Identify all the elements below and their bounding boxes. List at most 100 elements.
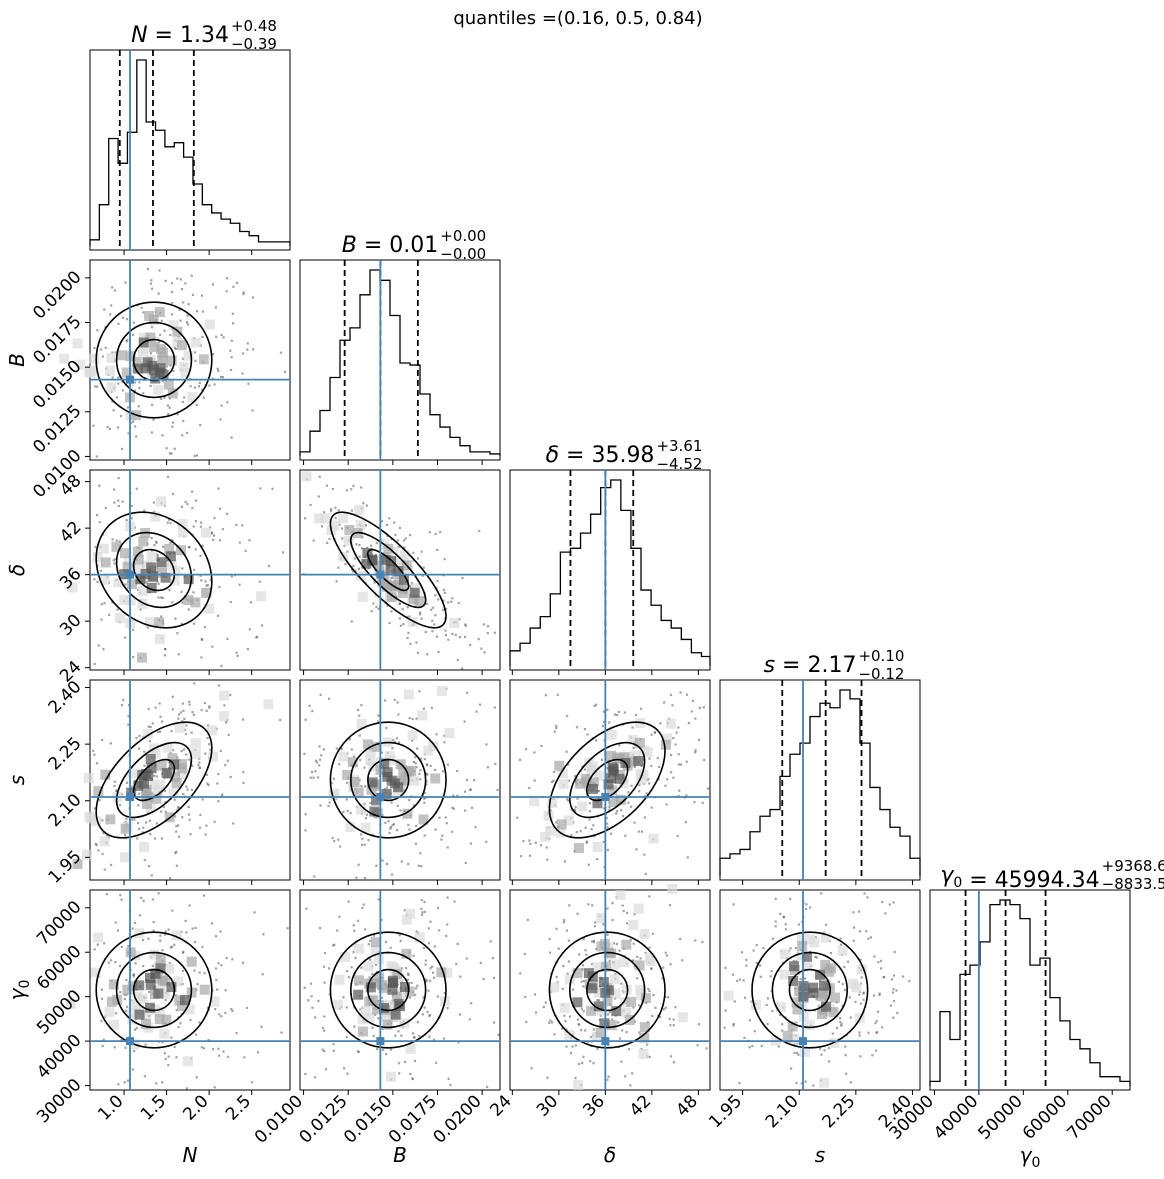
sample-point	[174, 994, 178, 997]
density-cell	[373, 1000, 384, 1011]
sample-point	[205, 773, 208, 776]
sample-point	[158, 702, 161, 705]
sample-point	[590, 940, 594, 943]
density-cell	[540, 831, 551, 842]
sample-point	[892, 974, 895, 977]
density-cell	[405, 908, 416, 919]
sample-point	[820, 892, 823, 895]
x-tick-label: 2.0	[179, 1091, 212, 1124]
sample-point	[874, 1049, 878, 1052]
density-cell	[593, 1001, 604, 1012]
sample-point	[156, 554, 159, 558]
sample-point	[127, 944, 130, 948]
sample-point	[418, 772, 421, 776]
sample-point	[607, 1044, 610, 1047]
density-cell	[856, 964, 867, 975]
contour-level-1	[569, 741, 646, 819]
sample-point	[562, 921, 566, 924]
density-cell	[587, 983, 598, 994]
sample-point	[840, 1022, 843, 1026]
sample-point	[226, 1055, 230, 1058]
sample-point	[281, 551, 285, 554]
sample-point	[403, 788, 406, 792]
sample-point	[230, 356, 233, 359]
sample-point	[582, 1055, 585, 1058]
density-cell	[204, 319, 215, 330]
sample-point	[614, 972, 617, 976]
sample-point	[658, 1015, 662, 1019]
sample-point	[95, 385, 99, 388]
sample-point	[314, 1016, 317, 1019]
sample-point	[774, 897, 777, 900]
density-cell	[166, 355, 177, 366]
sample-point	[230, 575, 233, 578]
sample-point	[150, 874, 153, 877]
sample-point	[166, 521, 169, 524]
sample-point	[385, 1053, 388, 1056]
sample-point	[345, 1035, 348, 1039]
sample-point	[409, 533, 412, 537]
density-cell	[403, 565, 414, 576]
contour-level-2	[329, 511, 447, 629]
sample-point	[469, 788, 473, 791]
sample-point	[230, 339, 233, 342]
sample-point	[539, 844, 543, 847]
sample-point	[387, 820, 390, 823]
sample-point	[375, 605, 378, 609]
sample-point	[577, 1062, 581, 1066]
density-cell	[145, 753, 156, 764]
sample-point	[671, 704, 674, 707]
sample-point	[597, 797, 600, 800]
sample-point	[742, 979, 745, 982]
sample-point	[221, 528, 224, 531]
density-cell	[334, 974, 345, 985]
sample-point	[371, 973, 374, 976]
sample-point	[180, 622, 183, 625]
sample-point	[163, 396, 166, 399]
sample-point	[358, 714, 361, 717]
density-cell	[392, 969, 403, 980]
density-cell	[779, 969, 790, 980]
sample-point	[417, 864, 420, 867]
sample-point	[109, 313, 112, 316]
density-cell	[145, 617, 156, 628]
density-cell	[138, 778, 149, 789]
sample-point	[200, 656, 203, 659]
density-cell	[393, 579, 404, 590]
density-cell	[137, 598, 148, 609]
density-cell	[127, 1007, 138, 1018]
sample-point	[201, 544, 204, 547]
sample-point	[167, 766, 171, 769]
y-tick-label: 2.25	[45, 734, 86, 775]
density-cell	[387, 984, 398, 995]
sample-point	[94, 842, 97, 845]
density-panel-3-0: 1.952.102.252.40	[45, 677, 291, 888]
sample-point	[335, 580, 338, 583]
sample-point	[463, 809, 467, 812]
sample-point	[229, 693, 232, 697]
sample-point	[103, 308, 106, 311]
sample-point	[93, 753, 96, 756]
sample-point	[100, 603, 103, 606]
sample-point	[115, 396, 118, 399]
sample-point	[191, 927, 194, 930]
sample-point	[304, 718, 307, 721]
density-cell	[98, 543, 109, 554]
sample-point	[389, 1048, 392, 1051]
density-cell	[328, 790, 339, 801]
density-cell	[171, 777, 182, 788]
sample-point	[560, 1027, 564, 1030]
sample-point	[796, 1051, 799, 1054]
density-cell	[819, 1077, 830, 1088]
sample-point	[420, 907, 423, 910]
density-cell	[156, 344, 167, 355]
sample-point	[392, 739, 395, 742]
sample-point	[823, 1049, 826, 1052]
sample-point	[442, 1037, 445, 1040]
sample-point	[177, 806, 181, 809]
sample-point	[169, 522, 172, 525]
density-cell	[374, 972, 385, 983]
sample-point	[672, 1024, 675, 1027]
sample-point	[638, 1031, 641, 1034]
sample-point	[108, 427, 111, 430]
